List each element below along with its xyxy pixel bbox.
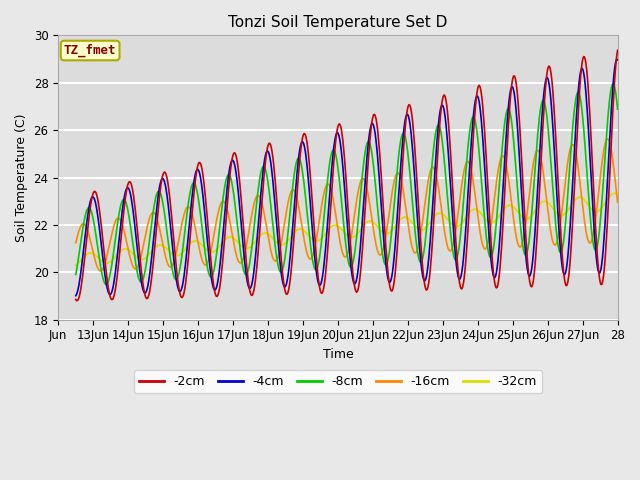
Text: TZ_fmet: TZ_fmet: [64, 44, 116, 57]
Title: Tonzi Soil Temperature Set D: Tonzi Soil Temperature Set D: [228, 15, 447, 30]
Y-axis label: Soil Temperature (C): Soil Temperature (C): [15, 113, 28, 242]
X-axis label: Time: Time: [323, 348, 353, 361]
Legend: -2cm, -4cm, -8cm, -16cm, -32cm: -2cm, -4cm, -8cm, -16cm, -32cm: [134, 370, 542, 393]
